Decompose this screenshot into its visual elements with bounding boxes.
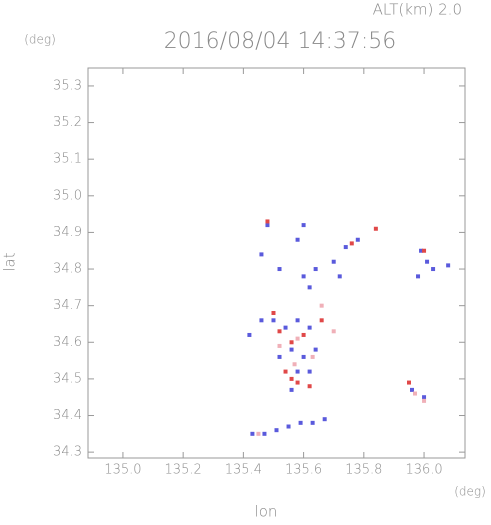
y-tick-label: 34.6 xyxy=(53,335,82,350)
echo-point xyxy=(419,248,424,253)
echo-point xyxy=(373,226,378,231)
echo-point xyxy=(413,391,418,396)
echo-point xyxy=(277,343,282,348)
echo-point xyxy=(295,318,300,323)
echo-point xyxy=(319,303,324,308)
echo-point xyxy=(319,318,324,323)
echo-point xyxy=(431,267,436,272)
echo-point xyxy=(271,318,276,323)
y-tick-label: 35.0 xyxy=(53,188,82,203)
echo-point xyxy=(301,354,306,359)
y-tick-label: 34.8 xyxy=(53,262,82,277)
echo-point xyxy=(277,267,282,272)
echo-point xyxy=(283,325,288,330)
echo-point xyxy=(295,380,300,385)
echo-point xyxy=(307,384,312,389)
y-tick-label: 35.1 xyxy=(53,152,82,167)
echo-point xyxy=(343,245,348,250)
echo-point xyxy=(331,329,336,334)
echo-point xyxy=(337,274,342,279)
y-tick-label: 34.7 xyxy=(53,298,82,313)
echo-point xyxy=(292,362,297,367)
x-axis-label: lon xyxy=(255,503,278,521)
echo-point xyxy=(295,369,300,374)
echo-point xyxy=(295,336,300,341)
echo-point xyxy=(310,420,315,425)
y-tick-label: 35.3 xyxy=(53,78,82,93)
echo-point xyxy=(277,329,282,334)
echo-point xyxy=(289,387,294,392)
echo-point xyxy=(425,259,430,264)
echo-point xyxy=(422,395,427,400)
echo-point xyxy=(259,252,264,257)
y-tick-label: 34.5 xyxy=(53,371,82,386)
echo-point xyxy=(406,380,411,385)
echo-point xyxy=(313,347,318,352)
x-tick-label: 135.6 xyxy=(285,463,322,478)
y-tick-label: 34.9 xyxy=(53,225,82,240)
echo-point xyxy=(422,398,427,403)
echo-point xyxy=(310,354,315,359)
echo-point xyxy=(262,431,267,436)
chart-title: 2016/08/04 14:37:56 xyxy=(164,29,397,54)
echo-point xyxy=(259,318,264,323)
echo-point xyxy=(307,369,312,374)
echo-point xyxy=(271,310,276,315)
echo-point xyxy=(250,431,255,436)
x-tick-label: 135.2 xyxy=(165,463,202,478)
x-tick-label: 136.0 xyxy=(405,463,442,478)
x-tick-label: 135.0 xyxy=(104,463,141,478)
echo-point xyxy=(265,219,270,224)
echo-point xyxy=(307,325,312,330)
echo-point xyxy=(307,285,312,290)
echo-point xyxy=(295,237,300,242)
echo-point xyxy=(286,424,291,429)
echo-point xyxy=(422,248,427,253)
echo-point xyxy=(298,420,303,425)
echo-point xyxy=(277,354,282,359)
echo-point xyxy=(289,376,294,381)
y-tick-label: 35.2 xyxy=(53,115,82,130)
y-tick-label: 34.3 xyxy=(53,445,82,460)
y-axis-label: lat xyxy=(1,252,19,271)
echo-point xyxy=(446,263,451,268)
y-unit: (deg) xyxy=(24,33,56,47)
x-unit: (deg) xyxy=(454,485,486,499)
echo-point xyxy=(301,223,306,228)
plot-frame xyxy=(87,67,466,459)
echo-point xyxy=(301,274,306,279)
echo-point xyxy=(289,347,294,352)
y-tick-label: 34.4 xyxy=(53,408,82,423)
echo-point xyxy=(256,431,261,436)
echo-point xyxy=(283,369,288,374)
x-tick-label: 135.4 xyxy=(225,463,262,478)
echo-point xyxy=(355,237,360,242)
echo-point xyxy=(301,332,306,337)
echo-point xyxy=(265,223,270,228)
echo-point xyxy=(416,274,421,279)
echo-point xyxy=(349,241,354,246)
echo-point xyxy=(289,340,294,345)
echo-point xyxy=(331,259,336,264)
echo-point xyxy=(313,267,318,272)
echo-point xyxy=(274,428,279,433)
echo-point xyxy=(410,387,415,392)
x-tick-label: 135.8 xyxy=(345,463,382,478)
echo-point xyxy=(322,417,327,422)
altitude-label: ALT(km) 2.0 xyxy=(373,1,462,19)
echo-point xyxy=(247,332,252,337)
